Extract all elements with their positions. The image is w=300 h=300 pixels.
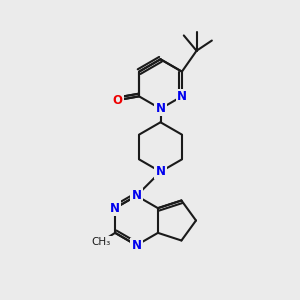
Text: N: N (110, 202, 120, 214)
Text: N: N (131, 189, 142, 202)
Text: N: N (177, 90, 187, 103)
Text: N: N (131, 189, 142, 202)
Text: CH₃: CH₃ (92, 237, 111, 247)
Text: N: N (131, 239, 142, 252)
Text: N: N (155, 102, 166, 115)
Text: O: O (112, 94, 122, 107)
Text: N: N (110, 202, 120, 214)
Text: N: N (177, 90, 187, 103)
Text: O: O (112, 94, 122, 107)
Text: N: N (155, 102, 166, 115)
Text: N: N (155, 165, 166, 178)
Text: N: N (155, 165, 166, 178)
Text: CH₃: CH₃ (92, 237, 111, 247)
Text: N: N (131, 239, 142, 252)
